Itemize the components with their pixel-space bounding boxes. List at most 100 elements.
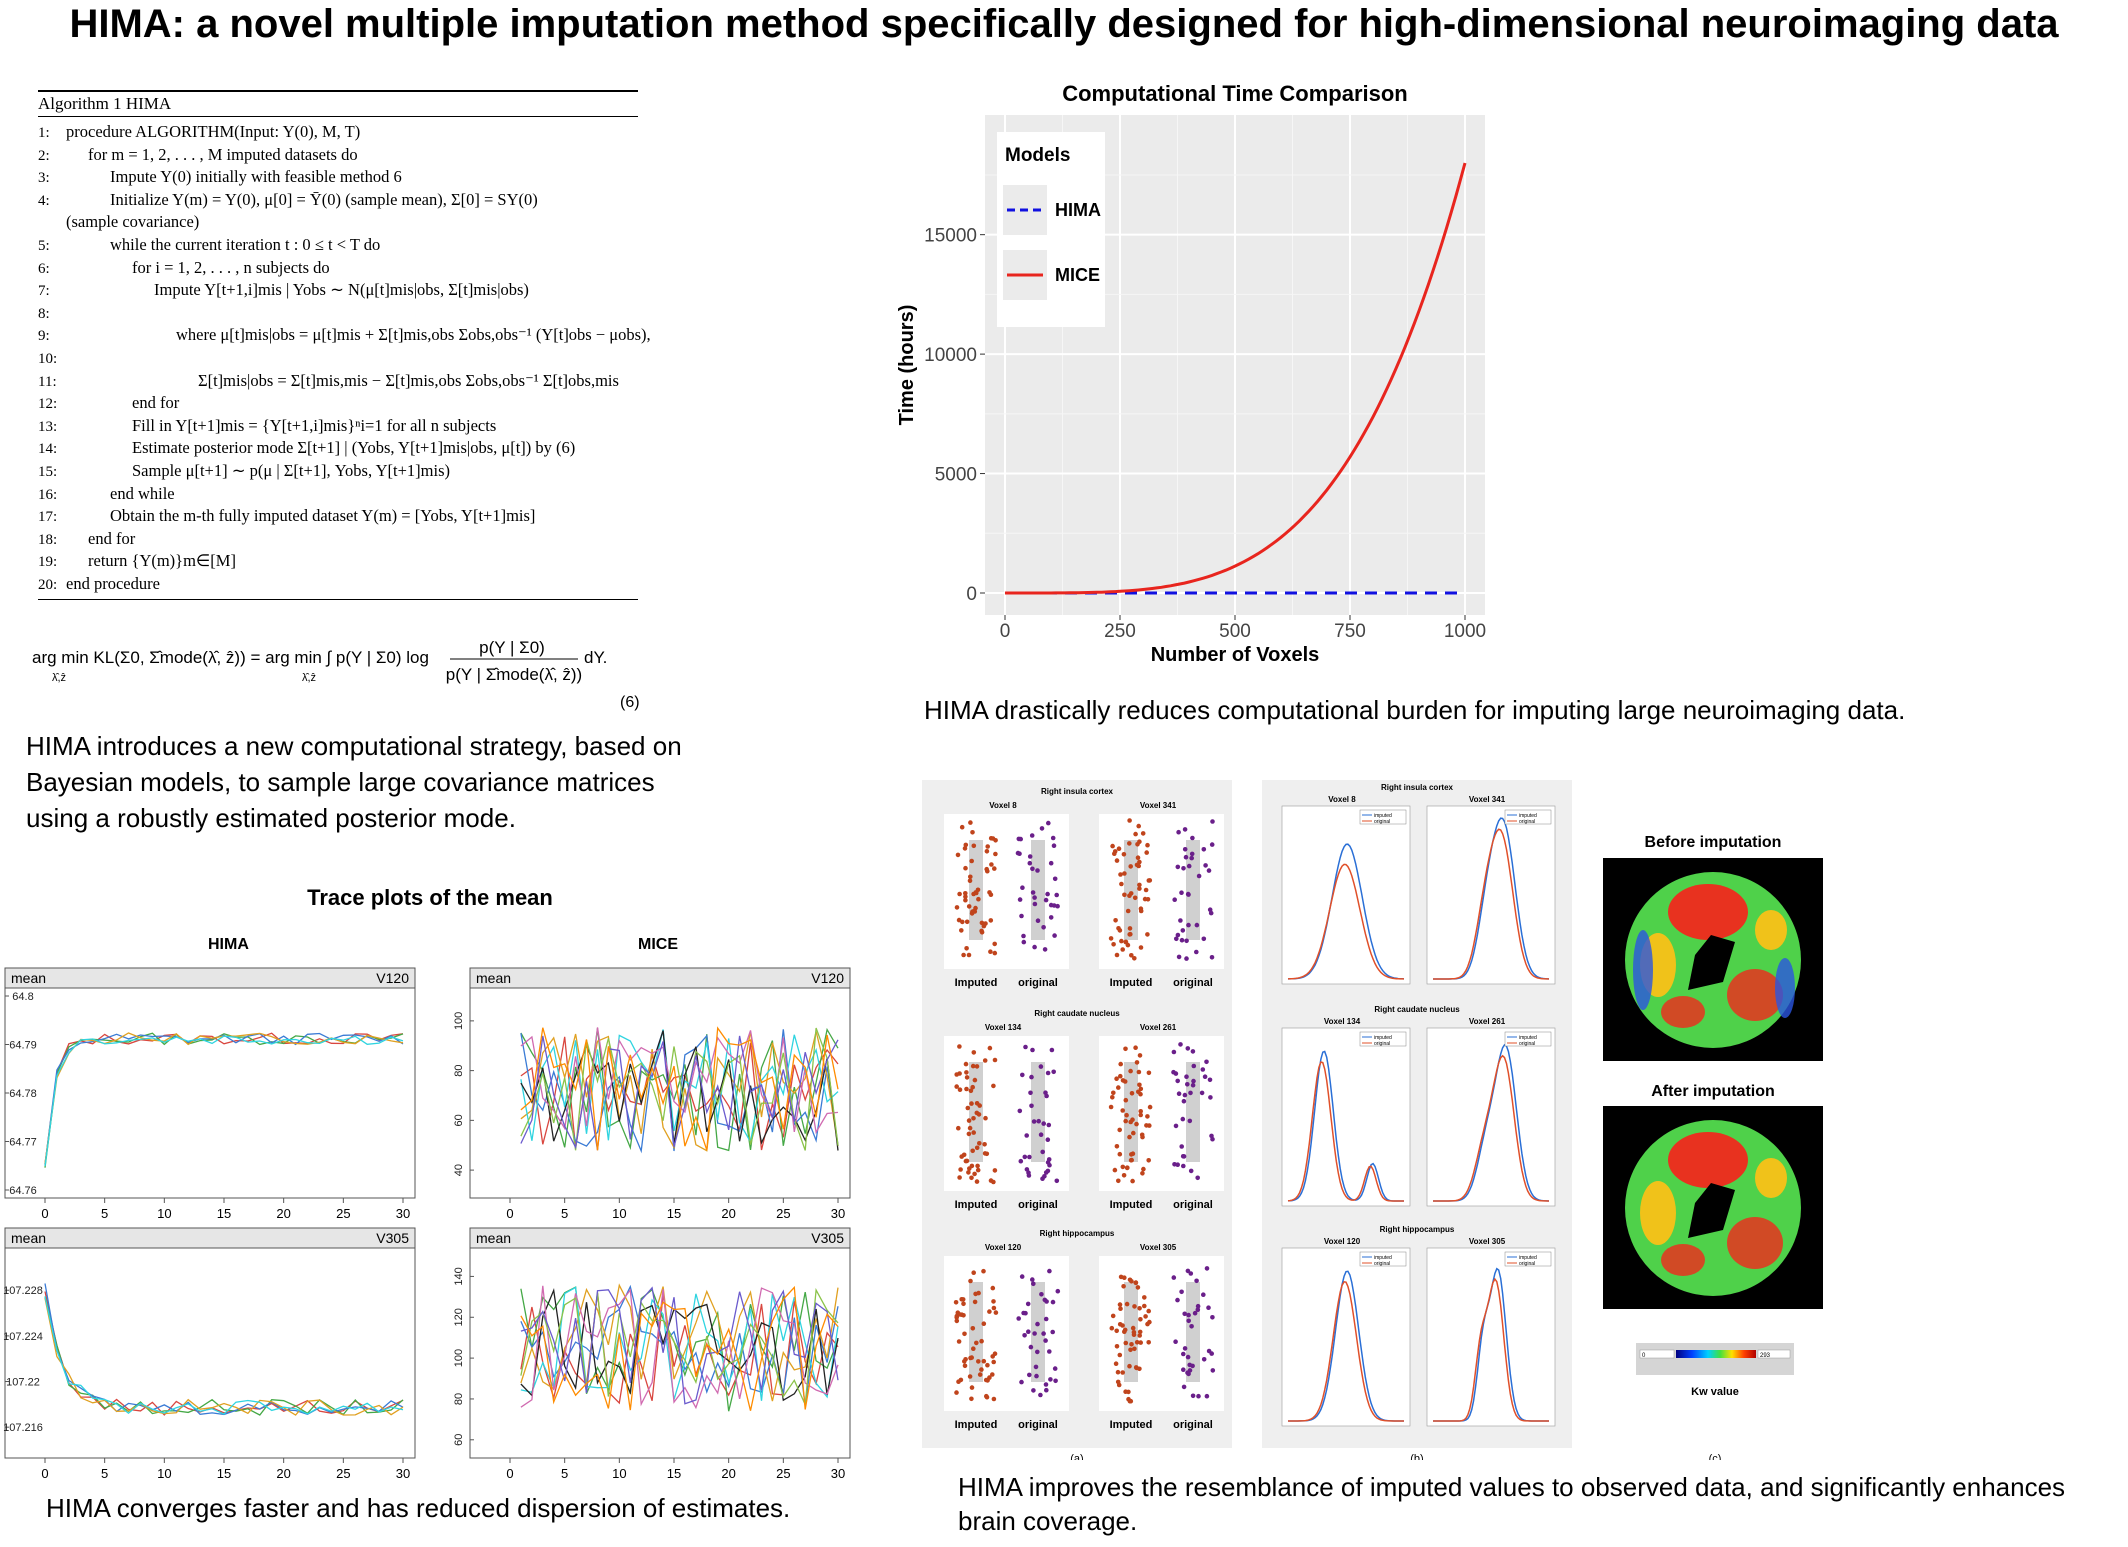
- time-y-tick-label: 0: [966, 584, 977, 605]
- panel-a-dot: [962, 846, 968, 851]
- panel-a-dot: [971, 1346, 976, 1351]
- panel-a-dot: [1032, 901, 1038, 907]
- brain-ventricles: [1688, 1183, 1735, 1238]
- panel-a-dot: [1122, 1275, 1127, 1280]
- panel-a-dot: [1031, 1281, 1036, 1287]
- panel-a-dot: [1032, 944, 1037, 950]
- brain-warm-region: [1640, 1181, 1676, 1245]
- panel-a-dot: [1022, 1154, 1028, 1160]
- time-x-label: Number of Voxels: [1151, 644, 1320, 666]
- panel-a-plot-area: [944, 1036, 1069, 1191]
- panel-a-dot: [1120, 1164, 1126, 1170]
- panel-a-dot: [1032, 1331, 1037, 1336]
- algorithm-line-text: (sample covariance): [66, 212, 200, 232]
- panel-b-density: [1287, 1061, 1404, 1202]
- panel-a-box: [1031, 840, 1045, 940]
- panel-a-dot: [1190, 835, 1195, 841]
- algorithm-lines: 1: procedure ALGORITHM(Input: Y(0), M, T)…: [38, 117, 651, 595]
- panel-b-density: [1288, 1280, 1404, 1422]
- panel-a-dot: [1199, 1090, 1205, 1096]
- panel-a-dot: [1030, 1047, 1035, 1053]
- panel-a-dot: [1119, 938, 1124, 944]
- algorithm-line: 18: end for: [38, 528, 638, 551]
- panel-a-dot: [1120, 1370, 1125, 1375]
- panel-a-dot: [1208, 910, 1214, 916]
- time-y-tick-label: 10000: [924, 345, 977, 366]
- trace-y-tick-label: 64.79: [9, 1040, 37, 1052]
- panel-a-dot: [1137, 1329, 1143, 1335]
- trace-y-tick-label: 60: [453, 1434, 465, 1446]
- panel-a-dot: [1035, 1349, 1040, 1355]
- panel-a-dot: [1020, 885, 1025, 890]
- panel-a-dot: [1200, 1067, 1206, 1072]
- panel-a-dot: [985, 1362, 990, 1368]
- time-legend-label: MICE: [1055, 265, 1100, 285]
- panel-a-dot: [1136, 1089, 1141, 1095]
- panel-a-dot: [1185, 1046, 1191, 1051]
- panel-a-dot: [1145, 842, 1150, 848]
- panel-a-dot: [1047, 1349, 1052, 1354]
- panel-a-dot: [1027, 1154, 1032, 1160]
- panel-a-dot: [977, 1141, 982, 1146]
- trace-panel: mean V305 107.228 107.224 107.22 107.216 0 5 10 1…: [3, 1227, 416, 1480]
- panel-a-dot: [1038, 1392, 1043, 1398]
- panel-a-dot: [968, 1088, 974, 1094]
- panel-a-dot: [1210, 1315, 1215, 1320]
- panel-b-legend-label: original: [1374, 819, 1390, 825]
- panel-a-dot: [1191, 1078, 1196, 1084]
- panel-a-dot: [1182, 1092, 1188, 1098]
- panel-a-dot: [957, 891, 962, 897]
- panel-a-dot: [991, 1179, 996, 1185]
- panel-a-dot: [1030, 890, 1036, 895]
- panel-a-dot: [981, 1358, 987, 1364]
- panel-a-dot: [979, 1367, 984, 1372]
- panel-a-dot: [971, 891, 976, 897]
- panel-a-dot: [1052, 876, 1058, 882]
- panel-b-legend-label: original: [1519, 1041, 1535, 1047]
- panel-a-dot: [1194, 922, 1200, 928]
- panel-a-dot: [1050, 835, 1056, 841]
- panel-a-dot: [992, 950, 998, 956]
- panel-a-dot: [1116, 1382, 1122, 1388]
- panel-a-dot: [1178, 1042, 1183, 1047]
- panel-a-dot: [1048, 860, 1054, 866]
- panel-b-label: (b): [1410, 1453, 1423, 1460]
- panel-a-dot: [1054, 892, 1059, 898]
- panel-a-dot: [963, 1061, 969, 1067]
- trace-y-tick-label: 64.78: [9, 1088, 37, 1100]
- panel-a-dot: [977, 1103, 982, 1108]
- algorithm-line-number: 9:: [38, 328, 50, 345]
- panel-b-legend-label: original: [1374, 1041, 1390, 1047]
- panel-a-dot: [1026, 1329, 1031, 1334]
- trace-panel: mean V120 100 80 60 40 0 5 10 15 20 25 30: [453, 967, 851, 1221]
- panel-a-dot: [1133, 1365, 1139, 1370]
- panel-a-dot: [1189, 855, 1194, 861]
- panel-a-dot: [1204, 1059, 1209, 1065]
- panel-a-dot: [1138, 1317, 1143, 1322]
- panel-a-dot: [992, 1351, 998, 1356]
- panel-b-legend-label: original: [1519, 819, 1535, 825]
- panel-a-dot: [1132, 1304, 1137, 1309]
- panel-a-dot: [968, 820, 973, 825]
- panel-a-xlabel: Imputed: [955, 1419, 998, 1431]
- panel-a-dot: [1047, 1162, 1052, 1168]
- panel-a-dot: [1173, 1123, 1179, 1129]
- trace-line: [520, 1285, 839, 1411]
- panel-a-dot: [1118, 1073, 1123, 1079]
- panel-a-dot: [1040, 1176, 1045, 1181]
- panel-a-dot: [1051, 1069, 1056, 1075]
- algorithm-line: 7: Impute Y[t+1,i]mis | Yobs ∼ N(μ[t]mis|…: [38, 279, 638, 302]
- panel-a-dot: [1128, 864, 1133, 869]
- time-x-tick-label: 750: [1334, 621, 1366, 642]
- panel-a-dot: [964, 946, 969, 951]
- panel-a-dot: [1172, 897, 1177, 902]
- trace-x-tick-label: 30: [396, 1466, 410, 1480]
- panel-a-dot: [1209, 955, 1215, 960]
- panel-a-dot: [1117, 1127, 1122, 1133]
- panel-a-dot: [1052, 1366, 1058, 1371]
- trace-x-tick-label: 5: [101, 1466, 108, 1480]
- panel-a-dot: [1043, 1338, 1048, 1343]
- panel-a-dot: [957, 1175, 962, 1180]
- panel-a-dot: [1186, 1318, 1191, 1324]
- algorithm-line-text: Estimate posterior mode Σ[t+1] | (Yobs, …: [132, 438, 576, 458]
